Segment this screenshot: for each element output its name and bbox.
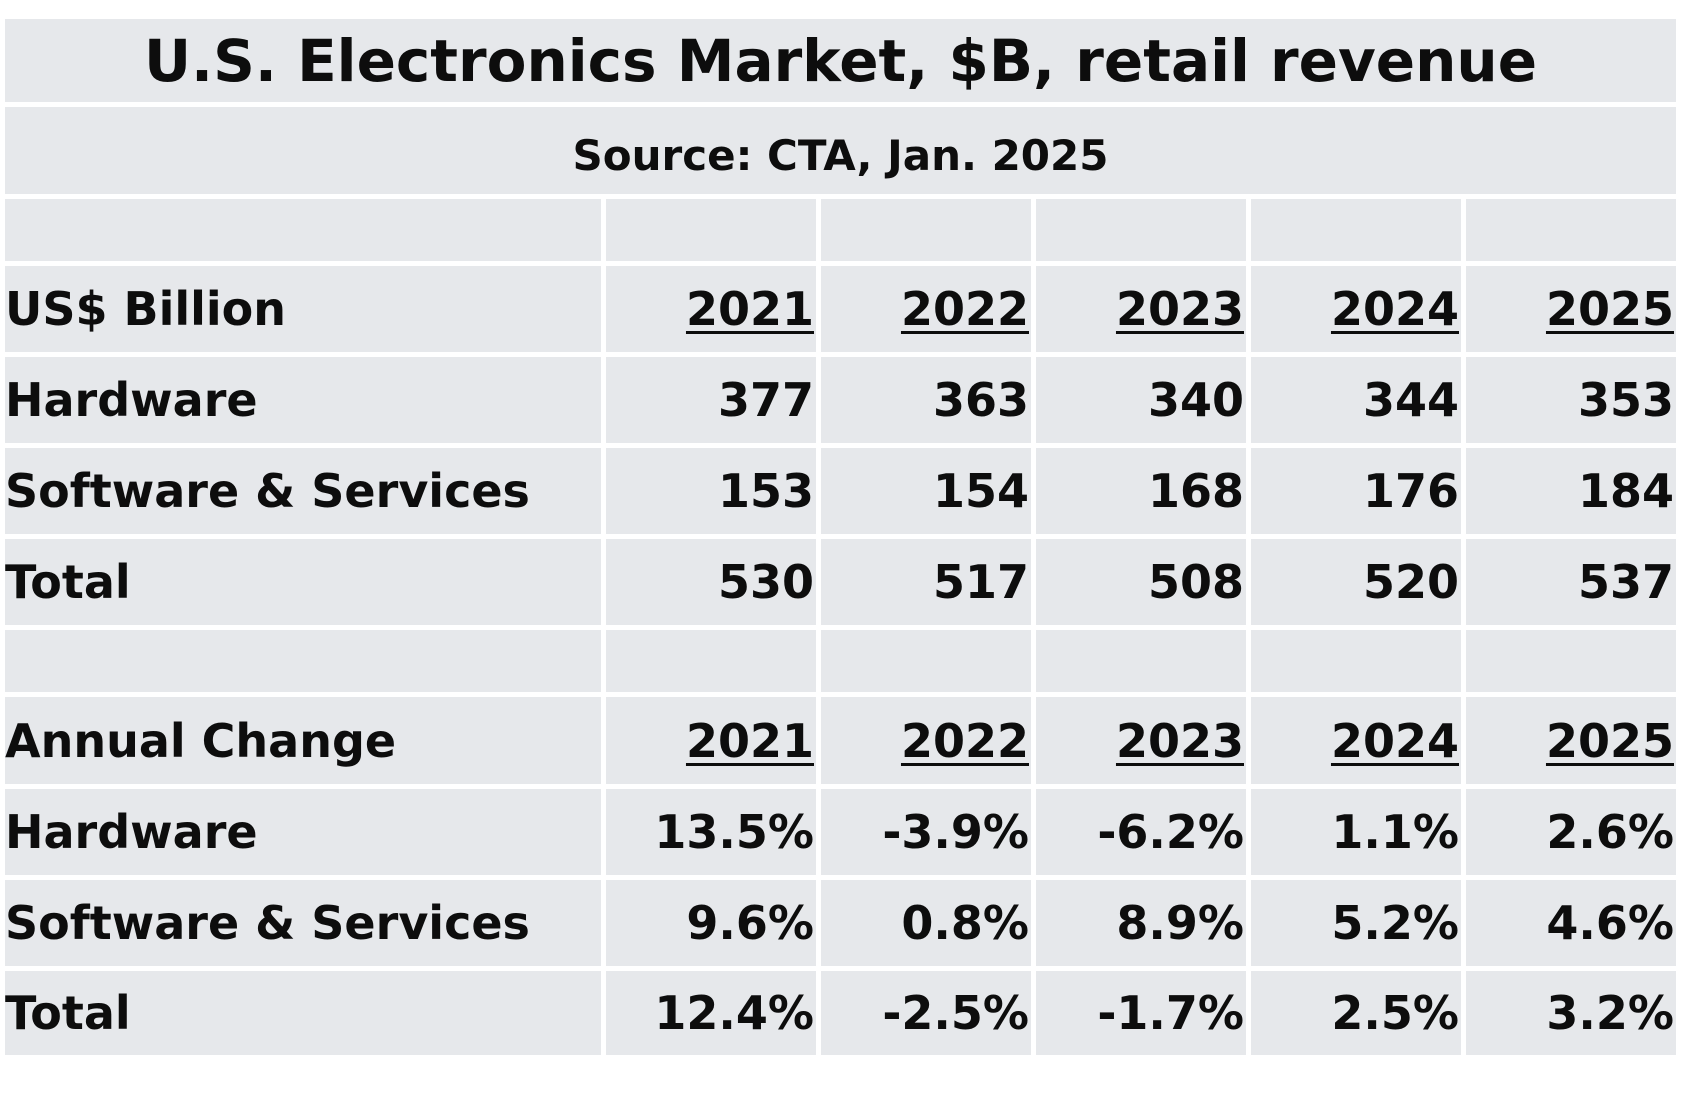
table-row: Hardware 13.5% -3.9% -6.2% 1.1% 2.6% (5, 789, 1676, 875)
empty-cell (1036, 630, 1246, 692)
year-header: 2024 (1251, 697, 1461, 784)
year-header: 2023 (1036, 266, 1246, 352)
value-cell: 176 (1251, 448, 1461, 534)
empty-cell (821, 199, 1031, 261)
value-cell: 8.9% (1036, 880, 1246, 966)
value-cell: 184 (1466, 448, 1676, 534)
table-title: U.S. Electronics Market, $B, retail reve… (5, 19, 1676, 102)
value-cell: 530 (606, 539, 816, 625)
value-cell: 4.6% (1466, 880, 1676, 966)
value-cell: -2.5% (821, 971, 1031, 1055)
value-cell: 9.6% (606, 880, 816, 966)
value-cell: 340 (1036, 357, 1246, 443)
value-cell: 154 (821, 448, 1031, 534)
year-header: 2025 (1466, 697, 1676, 784)
value-cell: -6.2% (1036, 789, 1246, 875)
value-cell: 12.4% (606, 971, 816, 1055)
header-row: Annual Change 2021 2022 2023 2024 2025 (5, 697, 1676, 784)
value-cell: 5.2% (1251, 880, 1461, 966)
empty-cell (606, 630, 816, 692)
value-cell: 2.6% (1466, 789, 1676, 875)
table-source: Source: CTA, Jan. 2025 (5, 107, 1676, 194)
value-cell: 377 (606, 357, 816, 443)
year-header: 2021 (606, 266, 816, 352)
row-label: Hardware (5, 789, 601, 875)
spacer-row (5, 630, 1676, 692)
empty-cell (1466, 199, 1676, 261)
value-cell: -1.7% (1036, 971, 1246, 1055)
value-cell: 363 (821, 357, 1031, 443)
value-cell: 517 (821, 539, 1031, 625)
row-label: Software & Services (5, 880, 601, 966)
value-cell: 508 (1036, 539, 1246, 625)
value-cell: 353 (1466, 357, 1676, 443)
value-cell: 168 (1036, 448, 1246, 534)
section-header: Annual Change (5, 697, 601, 784)
row-label: Total (5, 971, 601, 1055)
value-cell: 2.5% (1251, 971, 1461, 1055)
row-label: Total (5, 539, 601, 625)
year-header: 2022 (821, 266, 1031, 352)
table-row: Hardware 377 363 340 344 353 (5, 357, 1676, 443)
empty-cell (1251, 199, 1461, 261)
year-header: 2024 (1251, 266, 1461, 352)
value-cell: 344 (1251, 357, 1461, 443)
value-cell: 153 (606, 448, 816, 534)
value-cell: 3.2% (1466, 971, 1676, 1055)
empty-cell (1036, 199, 1246, 261)
empty-cell (821, 630, 1031, 692)
value-cell: 520 (1251, 539, 1461, 625)
data-table: U.S. Electronics Market, $B, retail reve… (5, 19, 1676, 1060)
empty-cell (606, 199, 816, 261)
title-row: U.S. Electronics Market, $B, retail reve… (5, 19, 1676, 102)
empty-cell (1251, 630, 1461, 692)
year-header: 2021 (606, 697, 816, 784)
table-row: Software & Services 9.6% 0.8% 8.9% 5.2% … (5, 880, 1676, 966)
row-label: Hardware (5, 357, 601, 443)
table-row: Software & Services 153 154 168 176 184 (5, 448, 1676, 534)
value-cell: 537 (1466, 539, 1676, 625)
source-row: Source: CTA, Jan. 2025 (5, 107, 1676, 194)
empty-cell (5, 630, 601, 692)
value-cell: 13.5% (606, 789, 816, 875)
empty-cell (1466, 630, 1676, 692)
value-cell: 1.1% (1251, 789, 1461, 875)
empty-cell (5, 199, 601, 261)
year-header: 2025 (1466, 266, 1676, 352)
row-label: Software & Services (5, 448, 601, 534)
header-row: US$ Billion 2021 2022 2023 2024 2025 (5, 266, 1676, 352)
year-header: 2022 (821, 697, 1031, 784)
value-cell: -3.9% (821, 789, 1031, 875)
spacer-row (5, 199, 1676, 261)
table-row: Total 530 517 508 520 537 (5, 539, 1676, 625)
table-row: Total 12.4% -2.5% -1.7% 2.5% 3.2% (5, 971, 1676, 1055)
value-cell: 0.8% (821, 880, 1031, 966)
section-header: US$ Billion (5, 266, 601, 352)
year-header: 2023 (1036, 697, 1246, 784)
